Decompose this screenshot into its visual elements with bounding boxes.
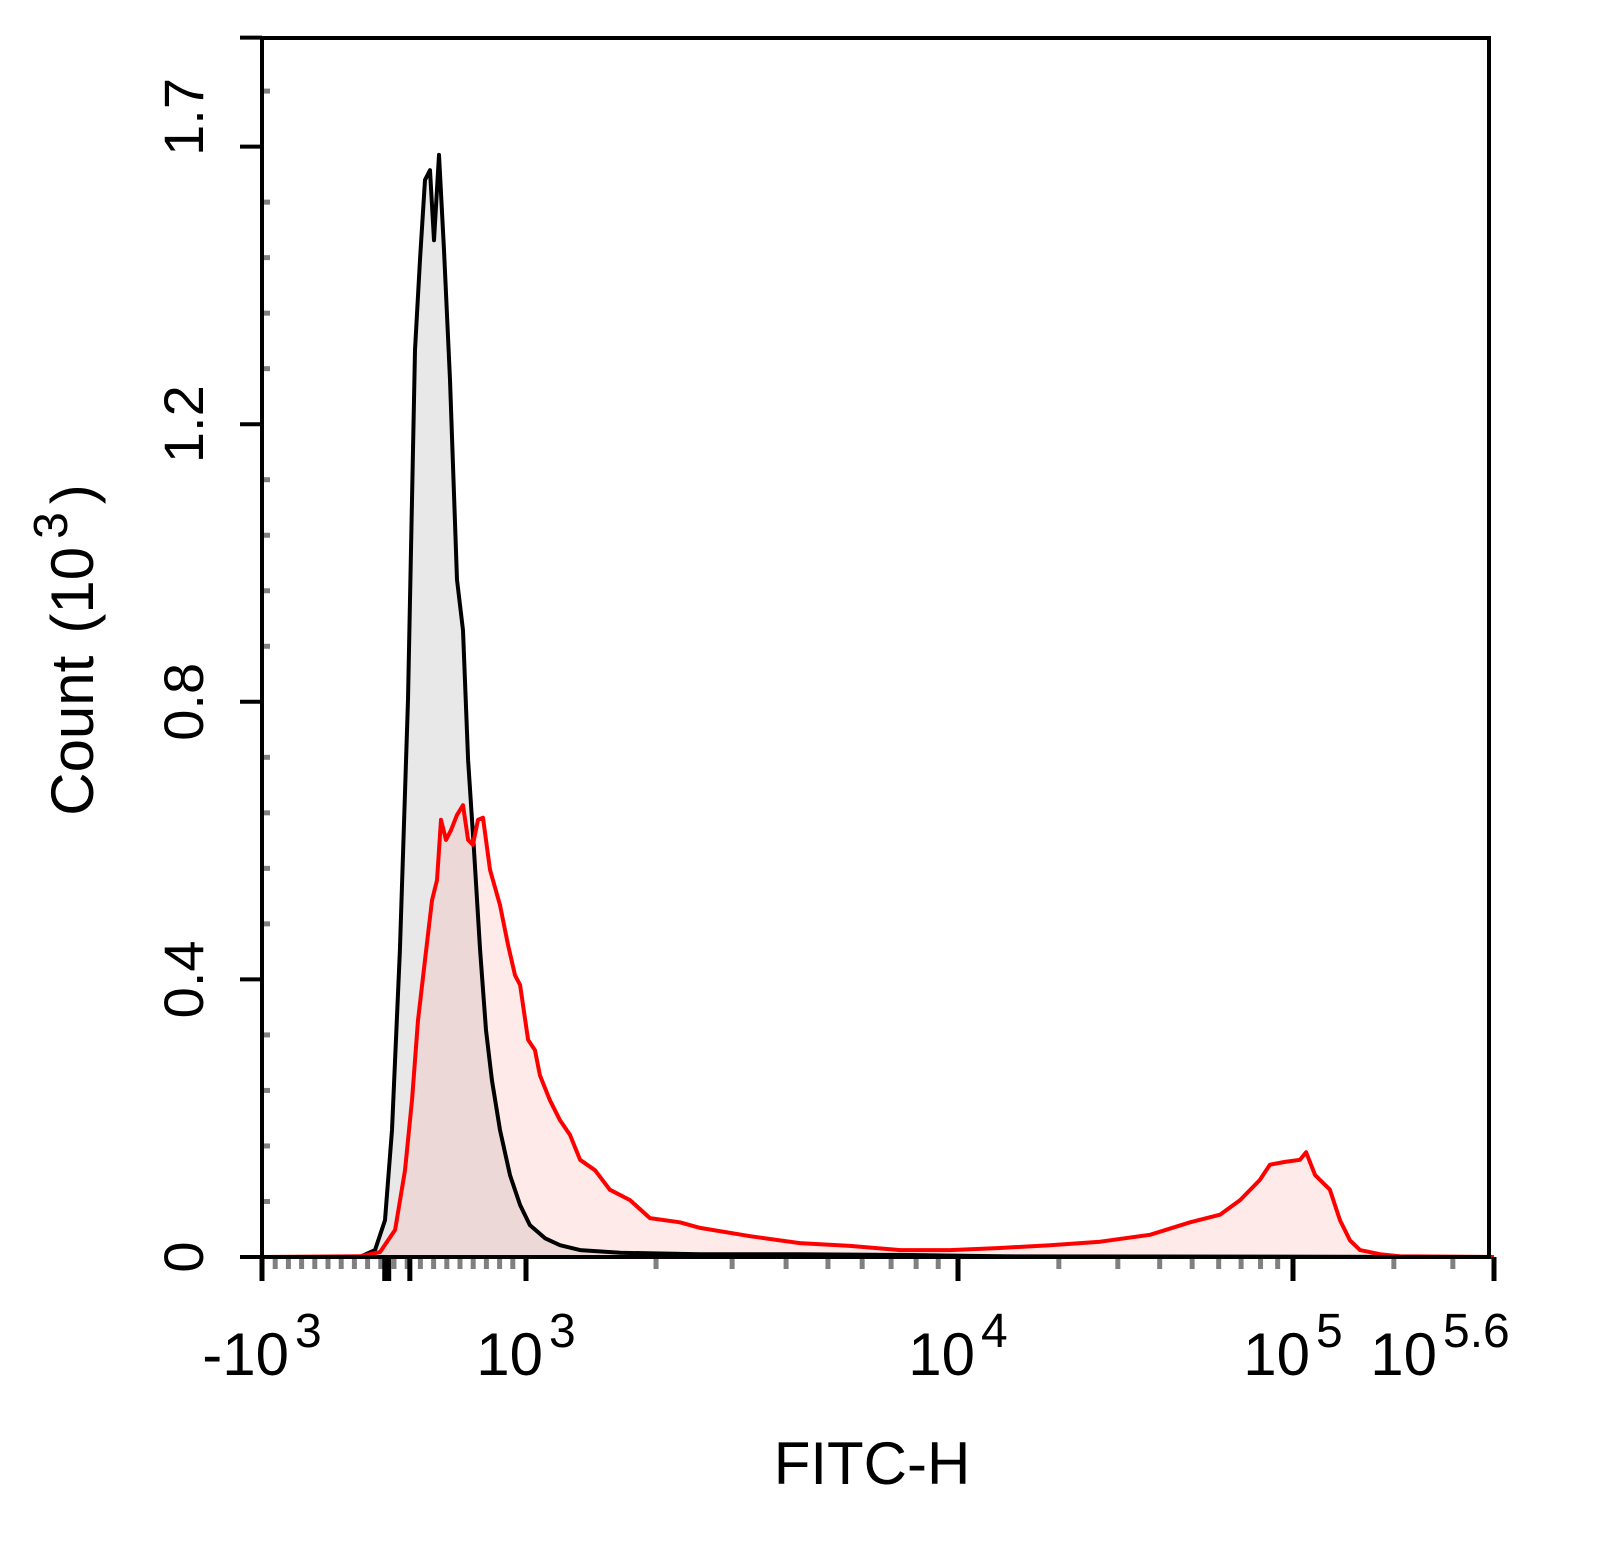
series-1-line xyxy=(261,803,1495,1259)
y-tick-label: 1.2 xyxy=(152,385,215,463)
y-axis-unit-exp: 3 xyxy=(25,512,78,539)
x-tick-label: -10 3 xyxy=(202,1305,321,1388)
x-axis-label: FITC-H xyxy=(774,1430,971,1497)
plot-frame xyxy=(260,36,1491,1259)
series-lines xyxy=(261,152,1495,1259)
series-0-line xyxy=(262,152,1495,1259)
y-tick-label: 0 xyxy=(152,1241,215,1272)
x-tick-label: 10 5 xyxy=(1243,1305,1342,1388)
x-tick-label: 10 5.6 xyxy=(1370,1305,1509,1388)
series-1-fill xyxy=(262,805,1494,1257)
series-fills xyxy=(262,154,1494,1257)
y-tick-label: 1.7 xyxy=(152,78,215,156)
x-tick-label: 10 4 xyxy=(908,1305,1007,1388)
y-tick-label: 0.8 xyxy=(152,663,215,741)
x-tick-label: 10 3 xyxy=(476,1305,575,1388)
x-tick-labels: -10 3 10 3 10 4 10 5 10 5.6 xyxy=(202,1305,1509,1388)
y-axis-unit-base: 10 xyxy=(39,547,106,614)
y-tick-labels: 0 0.4 0.8 1.2 1.7 xyxy=(152,78,215,1273)
y-axis-label-text: Count xyxy=(39,655,106,815)
y-axis-label: Count(103) xyxy=(25,484,106,816)
y-tick-label: 0.4 xyxy=(152,940,215,1018)
